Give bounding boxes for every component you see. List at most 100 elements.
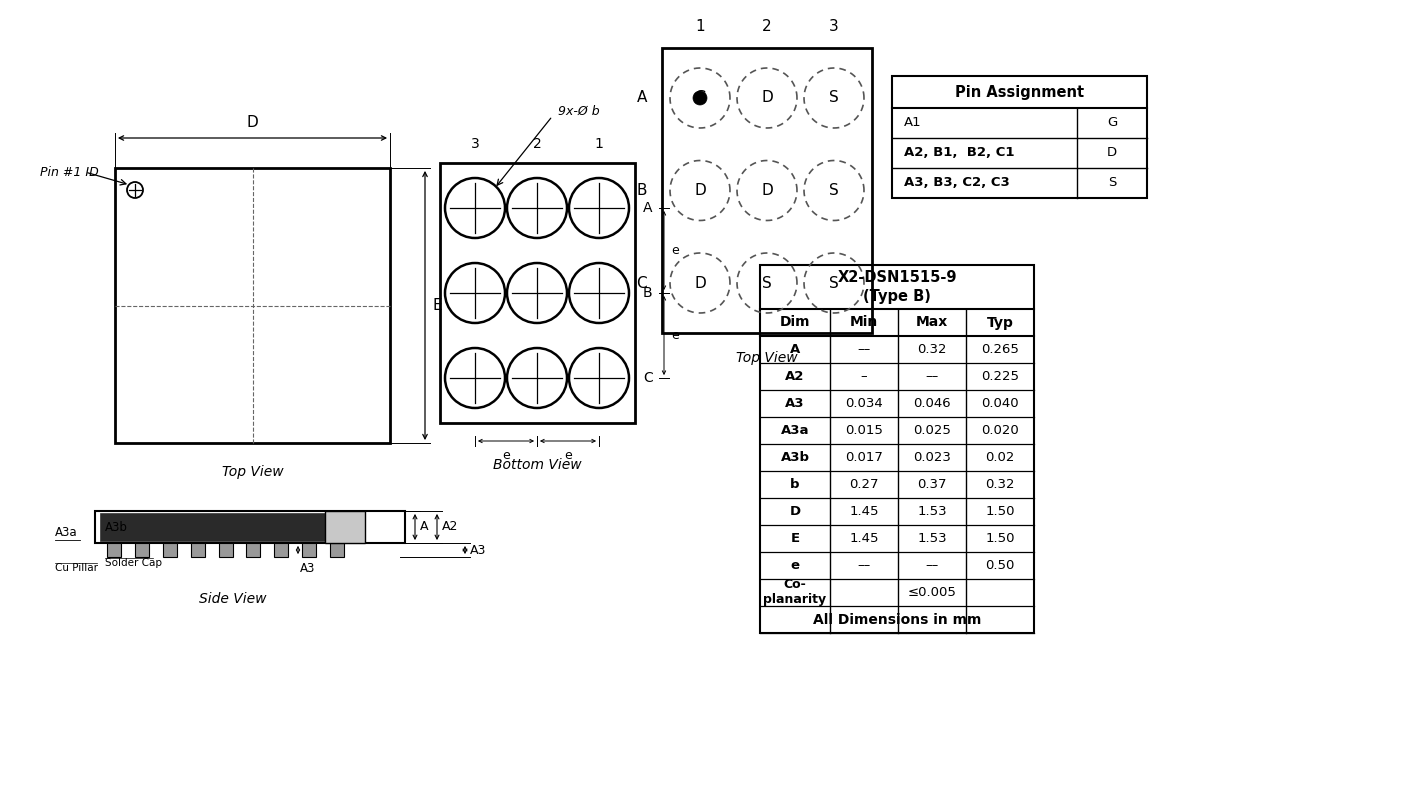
Text: A2, B1,  B2, C1: A2, B1, B2, C1 bbox=[905, 147, 1014, 160]
Text: 0.015: 0.015 bbox=[845, 424, 883, 437]
Text: S: S bbox=[829, 275, 839, 290]
Text: Typ: Typ bbox=[987, 315, 1014, 330]
Text: ––: –– bbox=[858, 559, 870, 572]
Text: ––: –– bbox=[926, 370, 939, 383]
Text: 3: 3 bbox=[470, 137, 480, 151]
Text: Min: Min bbox=[851, 315, 878, 330]
Text: A3a: A3a bbox=[55, 526, 78, 539]
Text: ––: –– bbox=[858, 343, 870, 356]
Bar bbox=[247, 543, 260, 557]
Bar bbox=[760, 265, 1034, 633]
Text: ≤0.005: ≤0.005 bbox=[907, 586, 957, 599]
Text: A3: A3 bbox=[785, 397, 805, 410]
Text: E: E bbox=[433, 298, 443, 313]
Text: Side View: Side View bbox=[199, 592, 267, 606]
Bar bbox=[106, 543, 121, 557]
Bar bbox=[440, 163, 635, 423]
Text: 0.37: 0.37 bbox=[917, 478, 947, 491]
Text: 1.50: 1.50 bbox=[985, 532, 1015, 545]
Text: All Dimensions in mm: All Dimensions in mm bbox=[812, 613, 981, 626]
Text: X2-DSN1515-9
(Type B): X2-DSN1515-9 (Type B) bbox=[838, 270, 957, 304]
Circle shape bbox=[507, 348, 567, 408]
Bar bbox=[135, 543, 149, 557]
Text: 1.45: 1.45 bbox=[849, 505, 879, 518]
Circle shape bbox=[693, 91, 707, 105]
Bar bbox=[190, 543, 204, 557]
Text: D: D bbox=[761, 183, 772, 198]
Text: Pin Assignment: Pin Assignment bbox=[954, 85, 1083, 100]
Text: 2: 2 bbox=[532, 137, 541, 151]
Text: e: e bbox=[672, 329, 679, 342]
Text: S: S bbox=[1108, 176, 1116, 189]
Text: b: b bbox=[791, 478, 799, 491]
Text: B: B bbox=[643, 286, 653, 300]
Text: 0.020: 0.020 bbox=[981, 424, 1020, 437]
Text: ––: –– bbox=[926, 559, 939, 572]
Text: 2: 2 bbox=[763, 19, 772, 34]
Text: 1.45: 1.45 bbox=[849, 532, 879, 545]
Text: Pin #1 ID: Pin #1 ID bbox=[40, 165, 99, 179]
Text: 1: 1 bbox=[696, 19, 704, 34]
Text: 3: 3 bbox=[829, 19, 839, 34]
Circle shape bbox=[569, 263, 629, 323]
Text: 0.265: 0.265 bbox=[981, 343, 1020, 356]
Text: 0.32: 0.32 bbox=[917, 343, 947, 356]
Text: A2: A2 bbox=[442, 520, 459, 534]
Text: D: D bbox=[1108, 147, 1118, 160]
Text: A3a: A3a bbox=[781, 424, 809, 437]
Text: E: E bbox=[791, 532, 799, 545]
Circle shape bbox=[444, 263, 506, 323]
Text: Dim: Dim bbox=[780, 315, 811, 330]
Text: A3: A3 bbox=[300, 562, 315, 575]
Bar bbox=[95, 511, 405, 543]
Text: 1.53: 1.53 bbox=[917, 505, 947, 518]
Text: 0.50: 0.50 bbox=[985, 559, 1015, 572]
Text: Top View: Top View bbox=[222, 465, 284, 479]
Bar bbox=[219, 543, 233, 557]
Bar bbox=[163, 543, 176, 557]
Circle shape bbox=[507, 263, 567, 323]
Text: S: S bbox=[763, 275, 772, 290]
Text: A2: A2 bbox=[785, 370, 805, 383]
Bar bbox=[115, 168, 390, 443]
Text: C: C bbox=[636, 275, 648, 290]
Text: 0.32: 0.32 bbox=[985, 478, 1015, 491]
Text: Cu Pillar: Cu Pillar bbox=[55, 563, 98, 573]
Text: 0.017: 0.017 bbox=[845, 451, 883, 464]
Text: A: A bbox=[420, 520, 429, 534]
Text: A: A bbox=[643, 201, 653, 215]
Circle shape bbox=[507, 178, 567, 238]
Text: 1.50: 1.50 bbox=[985, 505, 1015, 518]
Text: e: e bbox=[503, 449, 510, 462]
Text: 0.02: 0.02 bbox=[985, 451, 1015, 464]
Text: A1: A1 bbox=[905, 117, 922, 129]
Text: D: D bbox=[247, 115, 258, 130]
Text: 0.040: 0.040 bbox=[981, 397, 1018, 410]
Text: e: e bbox=[791, 559, 799, 572]
Text: Max: Max bbox=[916, 315, 949, 330]
Text: Top View: Top View bbox=[736, 351, 798, 365]
Text: B: B bbox=[636, 183, 648, 198]
Text: 0.023: 0.023 bbox=[913, 451, 951, 464]
Text: A: A bbox=[636, 90, 648, 105]
Text: S: S bbox=[829, 90, 839, 105]
Text: 0.034: 0.034 bbox=[845, 397, 883, 410]
Text: 1: 1 bbox=[595, 137, 604, 151]
Bar bbox=[325, 511, 365, 543]
Bar bbox=[892, 76, 1147, 198]
Circle shape bbox=[444, 178, 506, 238]
Text: Co-
planarity: Co- planarity bbox=[764, 579, 826, 606]
Text: A3b: A3b bbox=[105, 521, 128, 534]
Text: 0.046: 0.046 bbox=[913, 397, 951, 410]
Circle shape bbox=[569, 348, 629, 408]
Bar bbox=[329, 543, 344, 557]
Bar bbox=[274, 543, 288, 557]
Text: G: G bbox=[694, 90, 706, 105]
Text: S: S bbox=[829, 183, 839, 198]
Text: D: D bbox=[694, 275, 706, 290]
Bar bbox=[99, 513, 365, 541]
Text: C: C bbox=[643, 371, 653, 385]
Text: 9x-Ø b: 9x-Ø b bbox=[558, 105, 599, 117]
Circle shape bbox=[444, 348, 506, 408]
Text: 0.27: 0.27 bbox=[849, 478, 879, 491]
